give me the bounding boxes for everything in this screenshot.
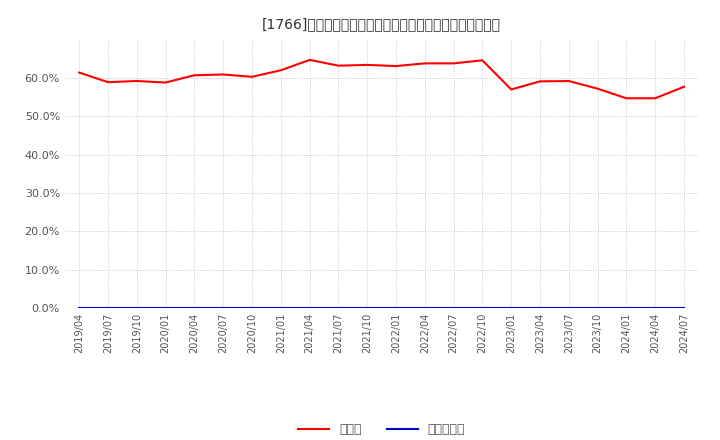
現顔金 bbox=[276, 68, 285, 73]
現顔金 bbox=[104, 80, 112, 85]
現顔金 bbox=[507, 87, 516, 92]
現顔金 bbox=[420, 61, 429, 66]
現顔金 bbox=[680, 84, 688, 89]
有利子負債 bbox=[536, 305, 544, 310]
現顔金 bbox=[132, 78, 141, 84]
有利子負債 bbox=[190, 305, 199, 310]
有利子負債 bbox=[593, 305, 602, 310]
現顔金 bbox=[334, 63, 343, 68]
有利子負債 bbox=[363, 305, 372, 310]
現顔金 bbox=[449, 61, 458, 66]
有利子負債 bbox=[420, 305, 429, 310]
現顔金 bbox=[564, 78, 573, 84]
現顔金 bbox=[478, 58, 487, 63]
有利子負債 bbox=[334, 305, 343, 310]
現顔金 bbox=[248, 74, 256, 80]
Legend: 現顔金, 有利子負債: 現顔金, 有利子負債 bbox=[293, 418, 470, 440]
有利子負債 bbox=[478, 305, 487, 310]
有利子負債 bbox=[132, 305, 141, 310]
現顔金 bbox=[392, 63, 400, 69]
Line: 現顔金: 現顔金 bbox=[79, 60, 684, 98]
有利子負債 bbox=[305, 305, 314, 310]
現顔金 bbox=[190, 73, 199, 78]
有利子負債 bbox=[248, 305, 256, 310]
現顔金 bbox=[593, 86, 602, 92]
有利子負債 bbox=[104, 305, 112, 310]
有利子負債 bbox=[161, 305, 170, 310]
現顔金 bbox=[161, 80, 170, 85]
有利子負債 bbox=[564, 305, 573, 310]
現顔金 bbox=[305, 57, 314, 62]
現顔金 bbox=[622, 95, 631, 101]
有利子負債 bbox=[75, 305, 84, 310]
現顔金 bbox=[651, 95, 660, 101]
有利子負債 bbox=[507, 305, 516, 310]
Title: [1766]　現顔金、有利子負債の総資産に対する比率の推移: [1766] 現顔金、有利子負債の総資産に対する比率の推移 bbox=[262, 18, 501, 32]
有利子負債 bbox=[680, 305, 688, 310]
有利子負債 bbox=[219, 305, 228, 310]
有利子負債 bbox=[276, 305, 285, 310]
有利子負債 bbox=[449, 305, 458, 310]
有利子負債 bbox=[622, 305, 631, 310]
現顔金 bbox=[536, 79, 544, 84]
有利子負債 bbox=[392, 305, 400, 310]
現顔金 bbox=[219, 72, 228, 77]
現顔金 bbox=[363, 62, 372, 68]
有利子負債 bbox=[651, 305, 660, 310]
現顔金 bbox=[75, 70, 84, 75]
